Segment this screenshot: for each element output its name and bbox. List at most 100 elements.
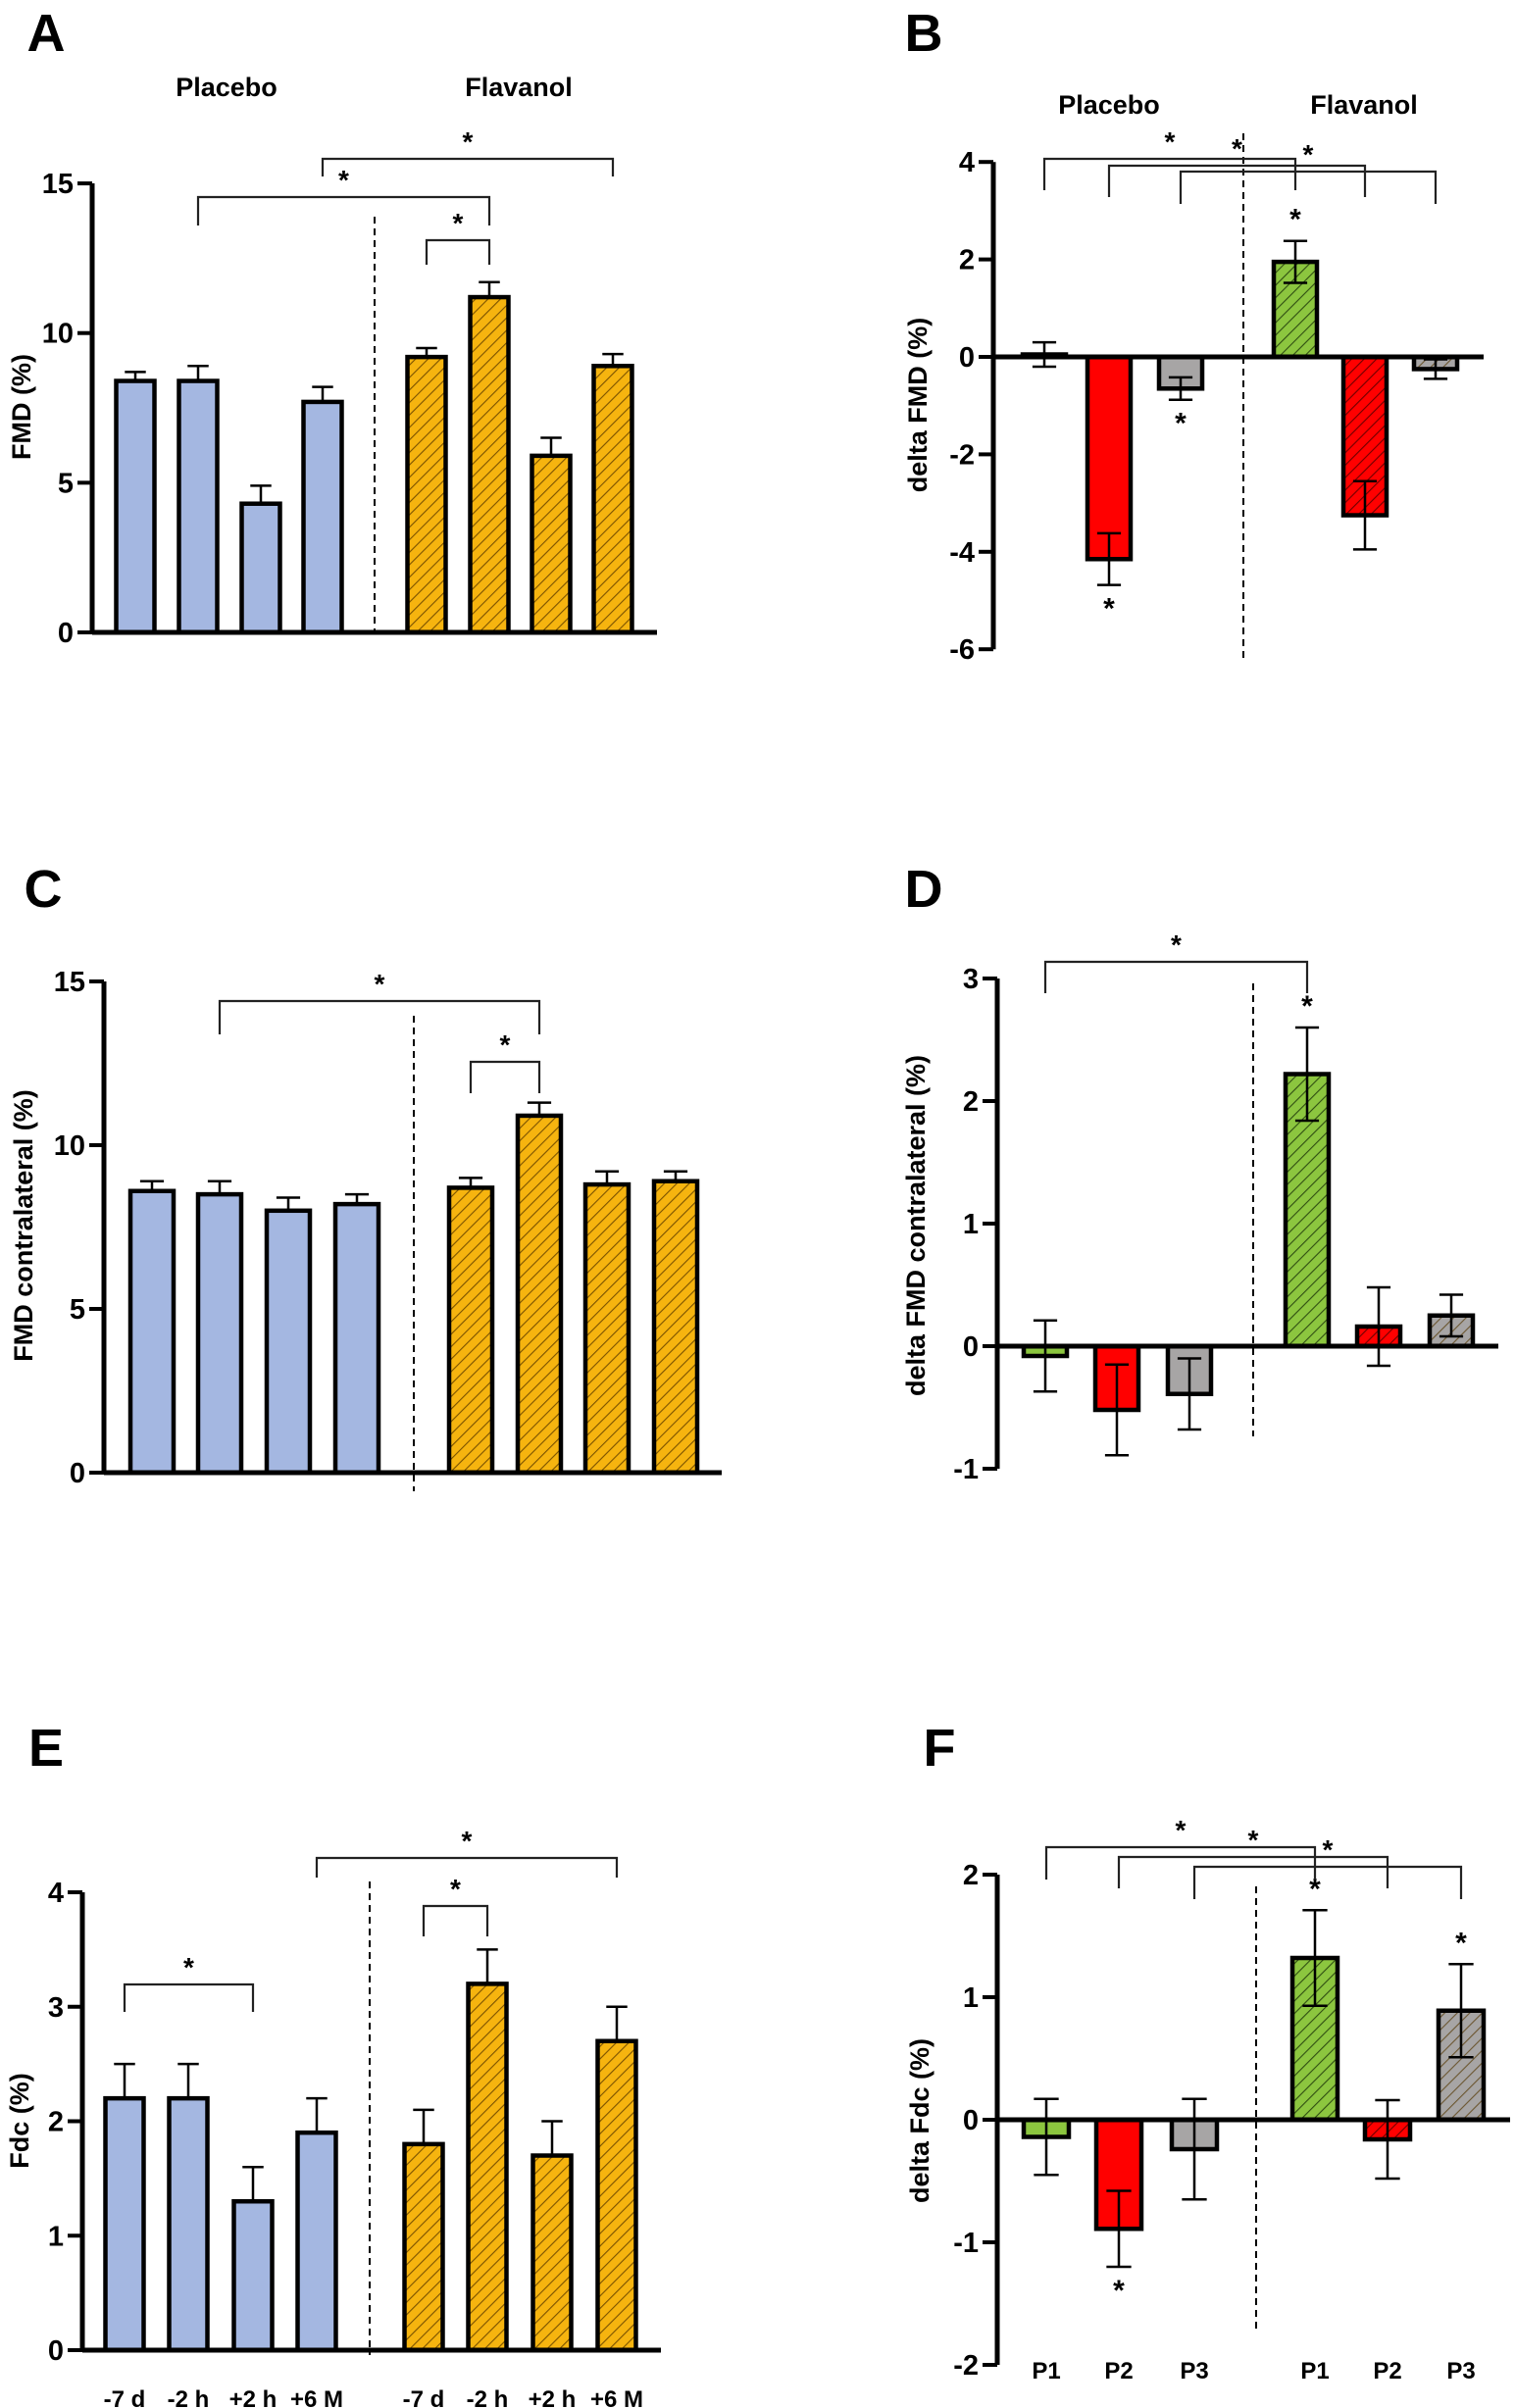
bar	[167, 2095, 210, 2353]
bar	[332, 1201, 381, 1476]
panel-b: B Placebo Flavanol delta FMD (%) * * * -6 -4 -2 0 2…	[903, 4, 1484, 666]
x-tick-label: -2 h	[168, 2386, 210, 2408]
bracket-label: *	[375, 969, 385, 999]
y-tick-label: 0	[70, 1458, 85, 1489]
bar	[446, 1185, 495, 1476]
bar	[239, 501, 282, 635]
error-bar	[606, 2005, 628, 2041]
bracket-line	[1117, 1855, 1389, 1888]
bracket-label: *	[463, 126, 474, 157]
y-tick-label: -1	[953, 2228, 979, 2259]
error-bar	[1448, 1963, 1474, 2059]
error-bar	[1034, 2097, 1059, 2177]
y-axis-label: FMD (%)	[7, 354, 36, 460]
bar	[591, 364, 634, 635]
significance-bracket: *	[422, 1874, 489, 1936]
bar	[595, 2038, 638, 2353]
significance-mark: *	[1455, 1927, 1467, 1959]
error-bar	[1302, 1909, 1328, 2007]
y-tick-label: 3	[963, 964, 979, 995]
error-bar	[1283, 239, 1308, 284]
error-bar	[344, 1192, 370, 1205]
y-axis-label: delta FMD contralateral (%)	[901, 1055, 931, 1396]
significance-bracket: *	[469, 1029, 541, 1093]
bracket-line	[1042, 157, 1297, 190]
bar	[103, 2095, 146, 2353]
error-bar	[139, 1179, 165, 1191]
y-tick-label: 0	[963, 1331, 979, 1363]
y-tick-label: 0	[959, 342, 975, 374]
group-label: Flavanol	[465, 73, 573, 102]
error-bar	[1352, 479, 1378, 551]
error-bar	[1177, 1357, 1202, 1431]
error-bar	[1366, 1285, 1391, 1368]
error-bar	[250, 484, 272, 504]
bracket-label: *	[450, 1874, 461, 1904]
panel-e: E Fdc (%) 0 1 2 3 4 -7 d -2 h +2 h +6 M -7 d -2 h +2 …	[5, 1719, 661, 2408]
significance-bracket: *	[1042, 126, 1297, 190]
bracket-label: *	[1165, 126, 1176, 157]
bar	[295, 2130, 338, 2353]
y-tick-label: 1	[963, 1982, 979, 2014]
x-tick-label: P3	[1180, 2358, 1208, 2384]
y-tick-label: 10	[54, 1130, 85, 1162]
y-axis-label: delta FMD (%)	[903, 318, 933, 493]
error-bar	[187, 365, 209, 381]
bracket-line	[1179, 170, 1438, 204]
bracket-label: *	[183, 1952, 194, 1982]
error-bar	[1096, 531, 1122, 586]
bar	[301, 399, 344, 635]
x-tick-label: +2 h	[229, 2386, 278, 2408]
error-bar	[207, 1179, 232, 1195]
error-bar	[477, 1948, 498, 1984]
bracket-line	[425, 238, 491, 265]
panel-letter: F	[924, 1719, 956, 1778]
error-bar	[177, 2062, 199, 2099]
panel-letter: E	[28, 1719, 64, 1778]
bracket-label: *	[453, 208, 464, 238]
bar	[466, 1982, 509, 2353]
y-axis-label: FMD contralateral (%)	[9, 1089, 38, 1362]
x-tick-label: +6 M	[590, 2386, 643, 2408]
bar	[114, 378, 157, 635]
group-label: Placebo	[1058, 90, 1160, 120]
error-bar	[1182, 2097, 1207, 2201]
x-tick-label: P2	[1104, 2358, 1133, 2384]
y-tick-label: -4	[949, 537, 975, 569]
y-axis-label: delta Fdc (%)	[905, 2038, 934, 2203]
significance-mark: *	[1309, 1873, 1321, 1905]
error-bar	[663, 1170, 688, 1181]
y-tick-label: 1	[963, 1209, 979, 1240]
significance-mark: *	[1103, 593, 1115, 626]
error-bar	[312, 385, 333, 402]
group-label: Placebo	[176, 73, 278, 102]
bar	[402, 2141, 445, 2353]
bracket-line	[1044, 1845, 1317, 1880]
y-tick-label: 0	[48, 2335, 64, 2367]
significance-bracket: *	[1179, 139, 1438, 204]
y-tick-label: 4	[959, 147, 975, 178]
bracket-label: *	[1303, 139, 1314, 170]
bar	[530, 2153, 574, 2353]
x-tick-label: -7 d	[403, 2386, 445, 2408]
x-tick-label: +6 M	[290, 2386, 343, 2408]
y-tick-label: 1	[48, 2221, 64, 2252]
bracket-label: *	[1176, 1815, 1187, 1845]
panel-letter: C	[25, 860, 63, 919]
bracket-label: *	[1171, 929, 1182, 960]
bar	[468, 294, 511, 635]
y-axis-label: Fdc (%)	[5, 2073, 34, 2169]
y-tick-label: 0	[58, 618, 74, 649]
significance-bracket: *	[1107, 133, 1367, 197]
error-bar	[458, 1177, 483, 1188]
y-tick-label: 5	[58, 468, 74, 499]
y-tick-label: 4	[48, 1878, 64, 1909]
x-tick-label: P3	[1446, 2358, 1475, 2384]
significance-bracket: *	[1192, 1834, 1463, 1899]
bracket-label: *	[338, 165, 349, 195]
x-tick-label: P1	[1300, 2358, 1329, 2384]
bracket-line	[1192, 1865, 1463, 1899]
bracket-line	[315, 1856, 619, 1878]
